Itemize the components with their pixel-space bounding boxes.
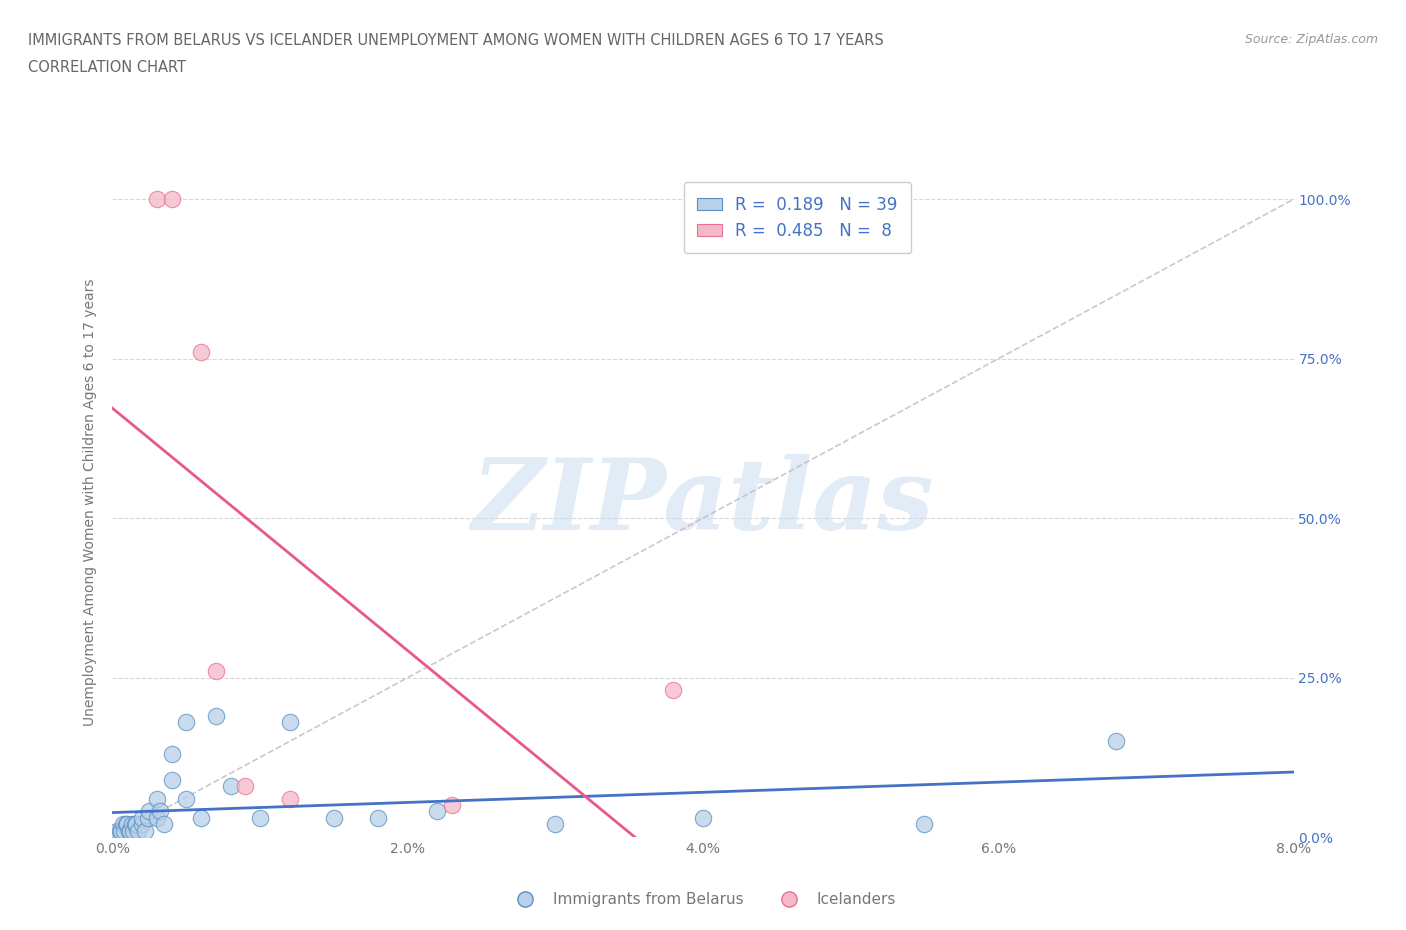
Point <box>278 715 301 730</box>
Point <box>160 772 183 787</box>
Point <box>121 817 143 831</box>
Point <box>112 823 135 838</box>
Point <box>1105 734 1128 749</box>
Point <box>146 810 169 825</box>
Point <box>914 817 936 831</box>
Text: IMMIGRANTS FROM BELARUS VS ICELANDER UNEMPLOYMENT AMONG WOMEN WITH CHILDREN AGES: IMMIGRANTS FROM BELARUS VS ICELANDER UNE… <box>28 33 884 47</box>
Point <box>134 823 156 838</box>
Point <box>138 804 160 819</box>
Point <box>441 798 464 813</box>
Point <box>146 791 169 806</box>
Text: ZIPatlas: ZIPatlas <box>472 454 934 551</box>
Point <box>160 747 183 762</box>
Text: Source: ZipAtlas.com: Source: ZipAtlas.com <box>1244 33 1378 46</box>
Point <box>278 791 301 806</box>
Text: CORRELATION CHART: CORRELATION CHART <box>28 60 186 75</box>
Point <box>205 709 228 724</box>
Point <box>131 817 153 831</box>
Point <box>118 823 141 838</box>
Point <box>160 192 183 206</box>
Point <box>174 791 197 806</box>
Point <box>114 817 136 831</box>
Point <box>125 817 148 831</box>
Point <box>662 683 685 698</box>
Point <box>153 817 176 831</box>
Point <box>122 823 145 838</box>
Point <box>174 715 197 730</box>
Point <box>426 804 449 819</box>
Legend: Immigrants from Belarus, Icelanders: Immigrants from Belarus, Icelanders <box>503 886 903 913</box>
Point <box>117 817 138 831</box>
Point <box>108 823 131 838</box>
Point <box>131 810 153 825</box>
Point <box>127 823 149 838</box>
Point <box>136 810 159 825</box>
Point <box>120 823 142 838</box>
Point <box>323 810 346 825</box>
Point <box>692 810 714 825</box>
Point <box>105 823 128 838</box>
Point <box>249 810 271 825</box>
Point <box>149 804 172 819</box>
Point <box>233 778 256 793</box>
Point <box>124 817 146 831</box>
Point <box>146 192 169 206</box>
Legend: R =  0.189   N = 39, R =  0.485   N =  8: R = 0.189 N = 39, R = 0.485 N = 8 <box>683 182 911 254</box>
Point <box>111 817 134 831</box>
Point <box>544 817 567 831</box>
Point <box>205 664 228 679</box>
Y-axis label: Unemployment Among Women with Children Ages 6 to 17 years: Unemployment Among Women with Children A… <box>83 278 97 726</box>
Point <box>219 778 242 793</box>
Point <box>367 810 389 825</box>
Point <box>110 823 132 838</box>
Point <box>190 810 212 825</box>
Point <box>190 345 212 360</box>
